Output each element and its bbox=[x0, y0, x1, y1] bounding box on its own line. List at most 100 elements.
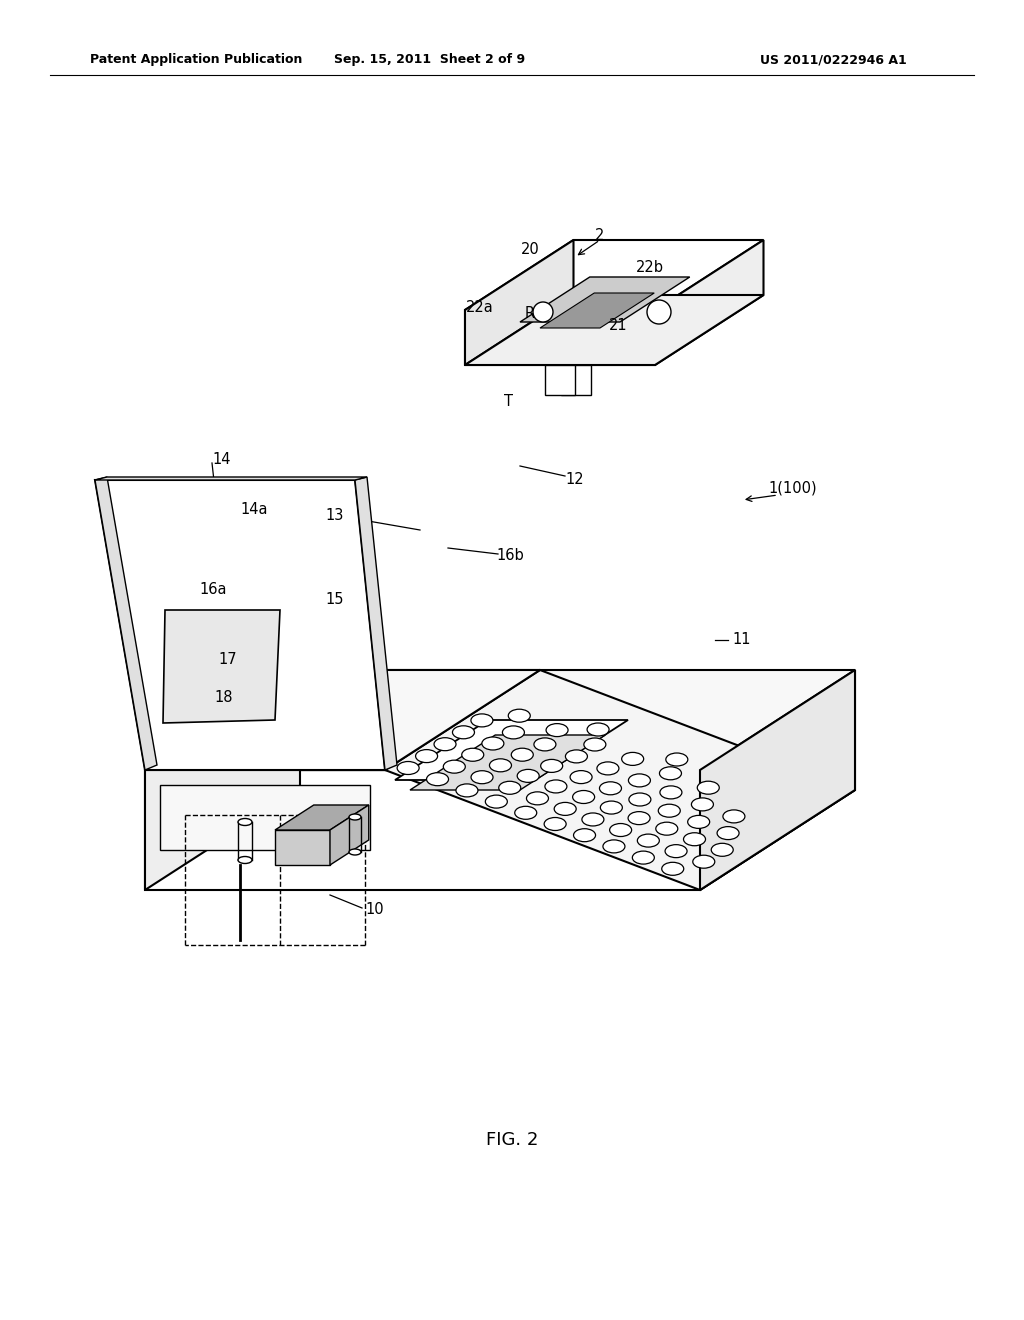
Ellipse shape bbox=[554, 803, 577, 816]
Polygon shape bbox=[395, 719, 628, 780]
Text: 12: 12 bbox=[565, 473, 585, 487]
Ellipse shape bbox=[697, 781, 719, 795]
Ellipse shape bbox=[633, 851, 654, 865]
Ellipse shape bbox=[434, 738, 456, 751]
Text: 10: 10 bbox=[366, 903, 384, 917]
Ellipse shape bbox=[609, 824, 632, 837]
Ellipse shape bbox=[471, 714, 493, 727]
Ellipse shape bbox=[471, 771, 493, 784]
Ellipse shape bbox=[570, 771, 592, 784]
Text: 11: 11 bbox=[733, 632, 752, 648]
Ellipse shape bbox=[511, 748, 534, 762]
Text: 20: 20 bbox=[520, 243, 540, 257]
Polygon shape bbox=[330, 805, 369, 865]
Ellipse shape bbox=[723, 810, 744, 822]
Ellipse shape bbox=[587, 723, 609, 737]
Polygon shape bbox=[465, 240, 764, 310]
Polygon shape bbox=[275, 805, 369, 830]
Polygon shape bbox=[163, 610, 280, 723]
Ellipse shape bbox=[534, 738, 556, 751]
Ellipse shape bbox=[603, 840, 625, 853]
Ellipse shape bbox=[662, 862, 684, 875]
Text: T: T bbox=[504, 395, 512, 409]
Text: 17: 17 bbox=[219, 652, 238, 668]
Polygon shape bbox=[465, 310, 655, 366]
Ellipse shape bbox=[693, 855, 715, 869]
Ellipse shape bbox=[659, 785, 682, 799]
Text: US 2011/0222946 A1: US 2011/0222946 A1 bbox=[760, 54, 906, 66]
Polygon shape bbox=[700, 671, 855, 890]
Polygon shape bbox=[465, 240, 573, 366]
Ellipse shape bbox=[453, 726, 474, 739]
Polygon shape bbox=[465, 294, 764, 366]
Ellipse shape bbox=[582, 813, 604, 826]
Ellipse shape bbox=[349, 814, 361, 820]
Ellipse shape bbox=[712, 843, 733, 857]
Text: Sep. 15, 2011  Sheet 2 of 9: Sep. 15, 2011 Sheet 2 of 9 bbox=[335, 54, 525, 66]
Ellipse shape bbox=[526, 792, 549, 805]
Ellipse shape bbox=[573, 829, 596, 842]
Polygon shape bbox=[410, 735, 605, 789]
Ellipse shape bbox=[443, 760, 465, 774]
Text: FIG. 2: FIG. 2 bbox=[485, 1131, 539, 1148]
Ellipse shape bbox=[456, 784, 478, 797]
Text: 16b: 16b bbox=[496, 548, 524, 562]
Ellipse shape bbox=[503, 726, 524, 739]
Ellipse shape bbox=[666, 752, 688, 766]
Polygon shape bbox=[145, 671, 300, 890]
Text: Patent Application Publication: Patent Application Publication bbox=[90, 54, 302, 66]
Ellipse shape bbox=[600, 801, 623, 814]
Ellipse shape bbox=[691, 797, 714, 810]
Ellipse shape bbox=[416, 750, 437, 763]
Circle shape bbox=[534, 302, 553, 322]
Polygon shape bbox=[275, 830, 330, 865]
Ellipse shape bbox=[584, 738, 606, 751]
Ellipse shape bbox=[349, 849, 361, 855]
Ellipse shape bbox=[485, 795, 507, 808]
Ellipse shape bbox=[717, 826, 739, 840]
Ellipse shape bbox=[238, 857, 252, 863]
Polygon shape bbox=[160, 785, 370, 850]
Text: 15: 15 bbox=[326, 593, 344, 607]
Text: 14a: 14a bbox=[240, 503, 267, 517]
Ellipse shape bbox=[628, 812, 650, 825]
Ellipse shape bbox=[482, 737, 504, 750]
Ellipse shape bbox=[665, 845, 687, 858]
Ellipse shape bbox=[499, 781, 521, 795]
Ellipse shape bbox=[683, 833, 706, 846]
Ellipse shape bbox=[545, 780, 567, 793]
Polygon shape bbox=[95, 477, 367, 480]
Ellipse shape bbox=[637, 834, 659, 847]
Ellipse shape bbox=[546, 723, 568, 737]
Text: 22b: 22b bbox=[636, 260, 664, 276]
Polygon shape bbox=[95, 477, 157, 770]
Polygon shape bbox=[385, 671, 855, 890]
Polygon shape bbox=[145, 671, 855, 770]
Ellipse shape bbox=[508, 709, 530, 722]
Ellipse shape bbox=[659, 767, 681, 780]
Polygon shape bbox=[520, 277, 690, 322]
Polygon shape bbox=[145, 770, 700, 890]
Ellipse shape bbox=[629, 793, 651, 807]
Ellipse shape bbox=[544, 817, 566, 830]
Circle shape bbox=[647, 300, 671, 323]
Ellipse shape bbox=[629, 774, 650, 787]
Polygon shape bbox=[560, 366, 591, 395]
Ellipse shape bbox=[622, 752, 644, 766]
Polygon shape bbox=[545, 366, 575, 395]
Polygon shape bbox=[700, 671, 855, 890]
Text: 16a: 16a bbox=[200, 582, 226, 598]
Ellipse shape bbox=[565, 750, 588, 763]
Ellipse shape bbox=[599, 781, 622, 795]
Ellipse shape bbox=[462, 748, 483, 762]
Text: 21: 21 bbox=[608, 318, 628, 333]
Ellipse shape bbox=[517, 770, 540, 783]
Text: 14: 14 bbox=[212, 453, 230, 467]
Polygon shape bbox=[655, 240, 764, 366]
Ellipse shape bbox=[489, 759, 511, 772]
Polygon shape bbox=[145, 671, 540, 770]
Text: 13: 13 bbox=[326, 507, 344, 523]
Ellipse shape bbox=[427, 772, 449, 785]
Text: 18: 18 bbox=[215, 690, 233, 705]
Ellipse shape bbox=[655, 822, 678, 836]
